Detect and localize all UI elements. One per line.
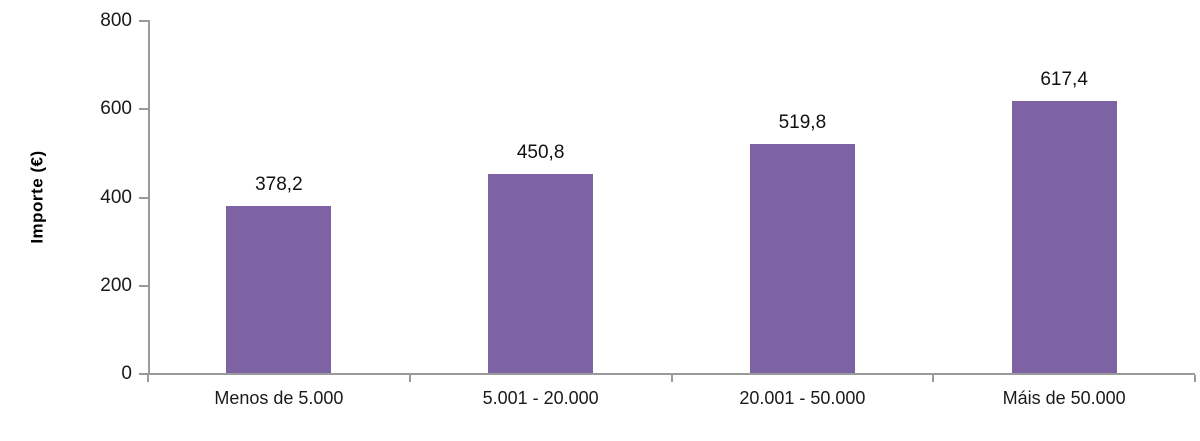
x-tick xyxy=(147,375,149,382)
bar xyxy=(749,143,855,373)
x-category-label: 20.001 - 50.000 xyxy=(739,388,866,408)
bar-value-label: 450,8 xyxy=(516,142,565,164)
bar xyxy=(226,206,332,373)
bar-value-label: 519,8 xyxy=(778,111,827,133)
x-category-label: Menos de 5.000 xyxy=(214,388,344,408)
y-tick xyxy=(139,373,148,375)
bar xyxy=(488,174,594,373)
bar xyxy=(1011,100,1117,373)
y-axis-title: Importe (€) xyxy=(27,150,47,244)
y-tick xyxy=(139,284,148,287)
y-tick-label: 200 xyxy=(100,274,132,296)
x-tick xyxy=(1194,375,1196,382)
y-axis-line xyxy=(148,20,150,375)
y-tick xyxy=(139,196,148,199)
x-tick xyxy=(670,375,673,382)
x-tick xyxy=(408,375,411,382)
bar-value-label: 378,2 xyxy=(255,174,303,196)
x-axis-line xyxy=(148,373,1195,375)
x-category-label: Máis de 50.000 xyxy=(1002,388,1126,408)
y-tick-label: 0 xyxy=(121,363,132,384)
y-tick-label: 400 xyxy=(100,186,132,208)
x-category-label: 5.001 - 20.000 xyxy=(482,388,599,408)
x-tick xyxy=(932,375,935,382)
y-tick-label: 600 xyxy=(100,98,132,120)
y-tick xyxy=(139,108,148,111)
y-tick xyxy=(139,20,148,22)
bar-value-label: 617,4 xyxy=(1040,68,1088,90)
y-tick-label: 800 xyxy=(100,10,132,31)
